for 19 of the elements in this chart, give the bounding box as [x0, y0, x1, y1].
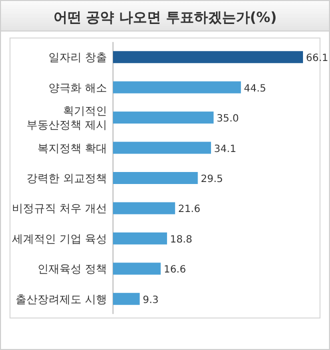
y-tick-label: 비정규직 처우 개선 [12, 202, 107, 216]
y-tick-label: 인재육성 정책 [38, 262, 107, 276]
y-tick-label: 복지정책 확대 [38, 142, 107, 155]
y-tick-label: 강력한 외교정책 [26, 172, 107, 185]
data-label: 34.1 [214, 144, 236, 155]
data-label: 21.6 [178, 204, 200, 216]
y-tick-label: 세계적인 기업 육성 [12, 232, 107, 246]
y-tick-label: 양극화 해소 [48, 81, 107, 94]
y-tick-label: 일자리 창출 [48, 51, 107, 64]
data-label: 18.8 [170, 234, 192, 246]
y-tick-label: 획기적인 부동산정책 제시 [26, 104, 107, 132]
data-label: 66.1 [306, 53, 328, 64]
data-label: 29.5 [200, 174, 224, 185]
data-label: 35.0 [216, 114, 239, 125]
chart-title: 어떤 공약 나오면 투표하겠는가(%) [53, 10, 277, 26]
y-tick-label: 출산장려제도 시행 [16, 292, 107, 306]
data-label: 9.3 [142, 294, 159, 306]
data-label: 44.5 [244, 83, 266, 94]
data-label: 16.6 [164, 264, 186, 276]
